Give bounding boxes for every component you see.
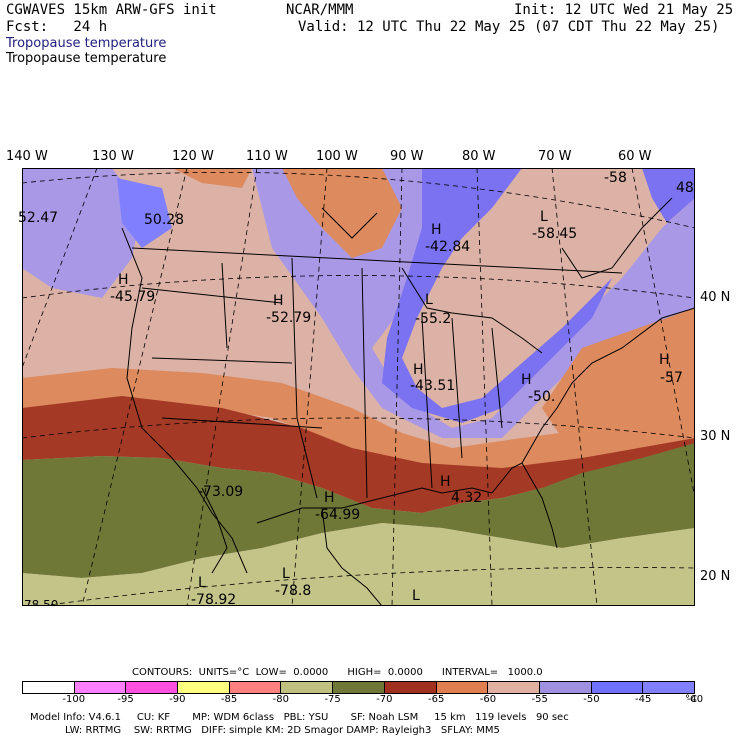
init-time: Init: 12 UTC Wed 21 May 25 <box>514 2 734 18</box>
shade-lavender <box>22 168 142 298</box>
shade-orange <box>282 168 402 258</box>
contours-info: CONTOURS: UNITS=°C LOW= 0.0000 HIGH= 0.0… <box>132 667 543 678</box>
colorbar-swatch <box>74 682 127 693</box>
lat-label: 20 N <box>700 569 731 584</box>
colorbar-tick-label: -65 <box>427 694 445 705</box>
colorbar-swatch <box>229 682 282 693</box>
colorbar-tick-label: -60 <box>479 694 497 705</box>
colorbar-tick-label: -100 <box>62 694 86 705</box>
shade-orange <box>22 368 695 473</box>
forecast-hour: Fcst: 24 h <box>6 19 108 35</box>
colorbar-swatch <box>126 682 179 693</box>
colorbar-tick-label: -85 <box>220 694 238 705</box>
shade-orange <box>542 308 695 438</box>
lon-label: 110 W <box>246 149 288 164</box>
colorbar-swatch <box>488 682 540 693</box>
colorbar-swatch <box>591 682 644 693</box>
valid-time: Valid: 12 UTC Thu 22 May 25 (07 CDT Thu … <box>298 19 720 35</box>
model-info-line2: LW: RRTMG SW: RRTMG DIFF: simple KM: 2D … <box>30 725 500 736</box>
field-title-contour: Tropopause temperature <box>6 51 167 66</box>
lon-label: 120 W <box>172 149 214 164</box>
shade-blue <box>642 168 695 223</box>
shade-red <box>22 396 695 513</box>
colorbar-tick-label: -55 <box>531 694 548 705</box>
colorbar-swatch <box>178 682 230 693</box>
colorbar-swatch <box>281 682 334 693</box>
colorbar-swatch <box>333 682 385 693</box>
center-label: NCAR/MMM <box>286 2 354 18</box>
shade-blue <box>117 178 172 248</box>
lat-label: 40 N <box>700 290 731 305</box>
colorbar <box>22 681 695 694</box>
colorbar-tick-label: -95 <box>117 694 134 705</box>
coastline <box>121 197 695 606</box>
model-info-line1: Model Info: V4.6.1 CU: KF MP: WDM 6class… <box>30 712 569 723</box>
colorbar-swatch <box>436 682 489 693</box>
colorbar-tick-label: -50 <box>583 694 600 705</box>
tropopause-temperature-map <box>22 168 695 606</box>
colorbar-tick-label: -90 <box>169 694 186 705</box>
colorbar-tick-label: -80 <box>272 694 290 705</box>
model-title: CGWAVES 15km ARW-GFS init <box>6 2 217 18</box>
colorbar-tick-label: -75 <box>324 694 341 705</box>
graticule <box>22 168 695 606</box>
lon-label: 90 W <box>390 149 424 164</box>
shade-blue <box>382 168 612 423</box>
lon-label: 140 W <box>6 149 48 164</box>
colorbar-tick-label: -45 <box>635 694 652 705</box>
shade-orange <box>172 168 252 188</box>
lon-label: 80 W <box>462 149 496 164</box>
lat-label: 30 N <box>700 429 731 444</box>
colorbar-tick-label: °C <box>685 694 697 705</box>
colorbar-tick-label: -70 <box>376 694 393 705</box>
colorbar-ticks: -100 -95 -90 -85 -80 -75 -70 -65 -60 -55 -50 -45 -40… <box>22 694 703 706</box>
lon-label: 130 W <box>92 149 134 164</box>
lon-label: 60 W <box>618 149 652 164</box>
colorbar-swatch <box>539 682 592 693</box>
field-title-shaded: Tropopause temperature <box>6 36 167 51</box>
shade-khaki <box>22 523 695 606</box>
colorbar-swatch <box>23 682 75 693</box>
colorbar-swatch <box>643 682 694 693</box>
lon-label: 100 W <box>316 149 358 164</box>
colorbar-tick-label: -40 <box>686 694 704 705</box>
colorbar-swatch <box>384 682 437 693</box>
lon-label: 70 W <box>538 149 572 164</box>
shade-olive <box>22 443 695 578</box>
